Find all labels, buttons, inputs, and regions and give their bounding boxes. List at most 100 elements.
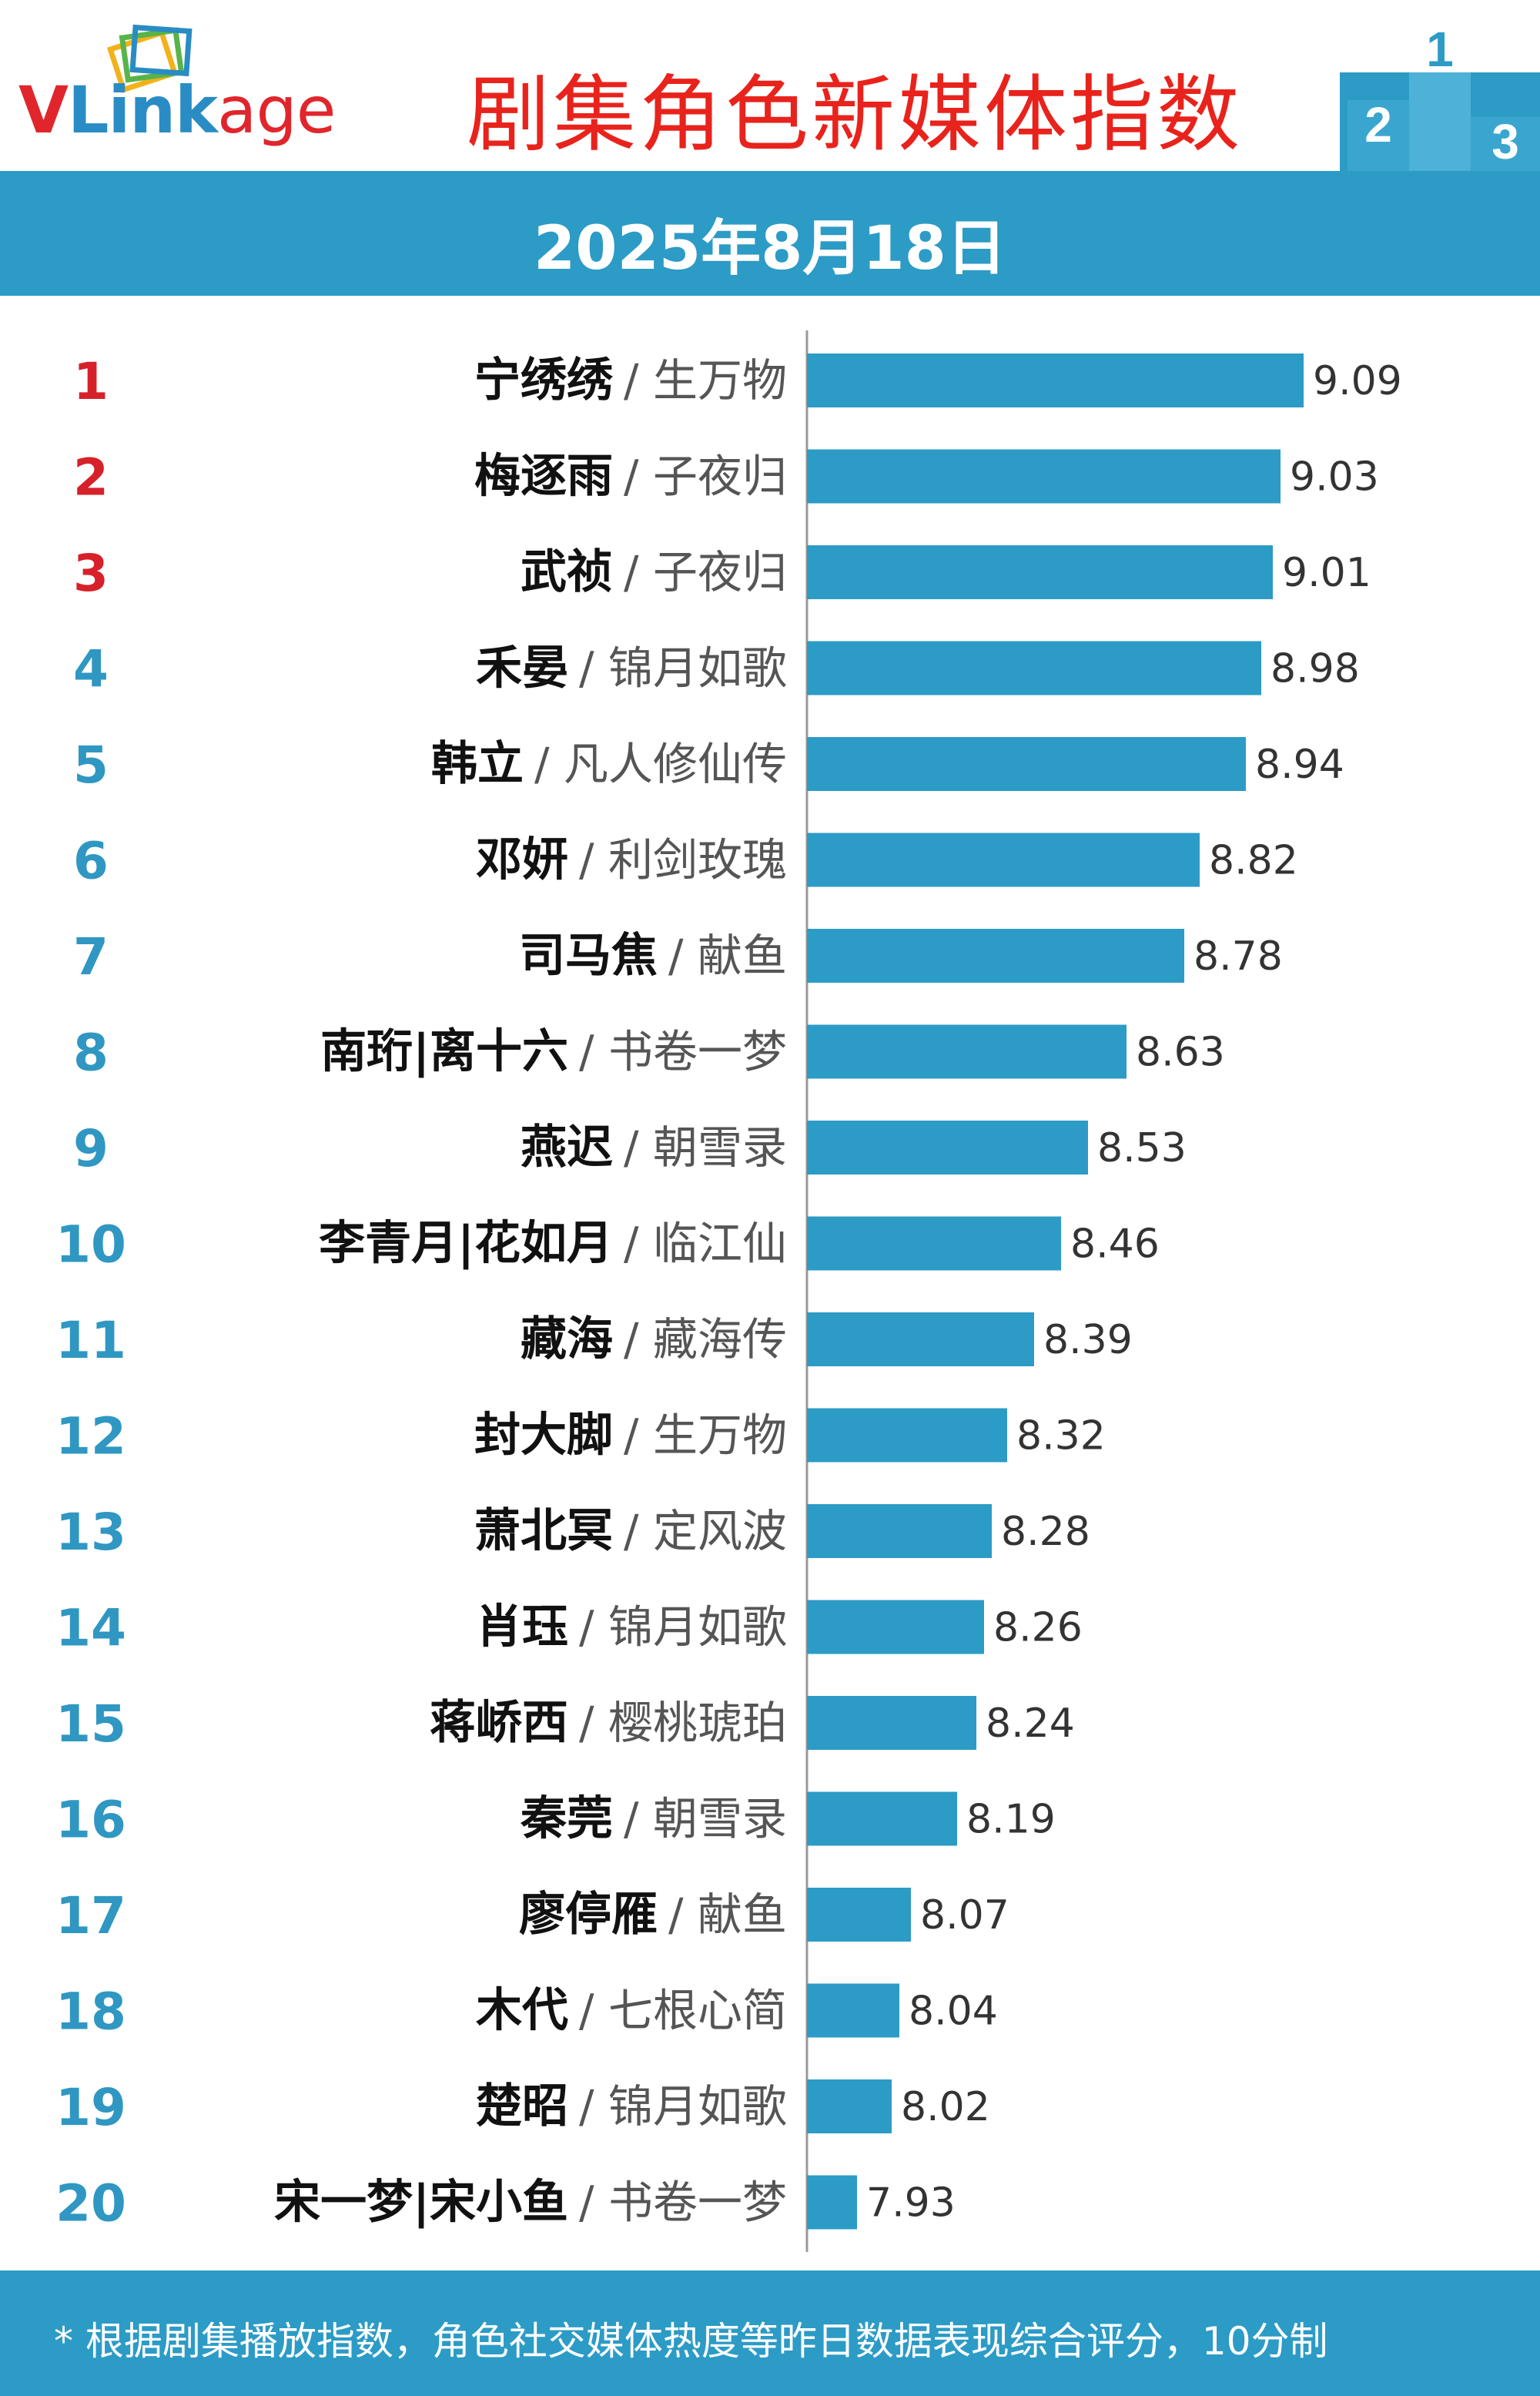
ranking-row: 3 武祯 / 子夜归 9.01 — [73, 544, 1371, 603]
show-title: / 藏海传 — [624, 1313, 787, 1366]
page-title: 剧集角色新媒体指数 — [466, 67, 1243, 163]
show-title: / 樱桃琥珀 — [579, 1697, 787, 1749]
value-label: 8.78 — [1194, 933, 1283, 980]
ranking-row: 9 燕迟 / 朝雪录 8.53 — [73, 1119, 1187, 1178]
value-label: 9.03 — [1290, 454, 1379, 501]
row-label: 肖珏 / 锦月如歌 — [476, 1600, 787, 1654]
ranking-row: 6 邓妍 / 利剑玫瑰 8.82 — [73, 832, 1298, 891]
bar — [807, 1696, 976, 1750]
bar — [807, 1408, 1007, 1463]
ranking-row: 17 廖停雁 / 献鱼 8.07 — [55, 1886, 1009, 1945]
ranking-row: 5 韩立 / 凡人修仙传 8.94 — [73, 736, 1344, 795]
character-name: 燕迟 — [521, 1121, 613, 1175]
show-title: / 凡人修仙传 — [534, 738, 787, 790]
bar — [807, 1024, 1127, 1079]
character-name: 秦莞 — [520, 1792, 613, 1846]
rank-number: 19 — [55, 2078, 126, 2137]
rank-number: 20 — [55, 2174, 126, 2233]
date-banner: 2025年8月18日 — [0, 171, 1540, 296]
character-name: 韩立 — [431, 737, 524, 791]
show-title: / 朝雪录 — [624, 1121, 787, 1174]
value-label: 9.09 — [1313, 358, 1402, 404]
rank-number: 11 — [55, 1311, 126, 1370]
rank-number: 5 — [73, 736, 109, 795]
rank-number: 8 — [73, 1024, 109, 1083]
show-title: / 利剑玫瑰 — [579, 834, 787, 886]
ranking-row: 10 李青月|花如月 / 临江仙 8.46 — [55, 1215, 1160, 1275]
character-name: 楚昭 — [476, 2079, 568, 2133]
character-name: 武祯 — [521, 545, 613, 599]
character-name: 李青月|花如月 — [319, 1217, 613, 1271]
character-name: 梅逐雨 — [474, 450, 613, 504]
show-title: / 生万物 — [624, 354, 787, 407]
rank-number: 15 — [55, 1694, 126, 1754]
footnote: * 根据剧集播放指数，角色社交媒体热度等昨日数据表现综合评分，10分制 — [54, 2319, 1328, 2364]
rank-number: 1 — [73, 352, 109, 411]
value-label: 8.82 — [1209, 838, 1298, 884]
date-label: 2025年8月18日 — [534, 214, 1006, 283]
character-name: 封大脚 — [474, 1409, 613, 1463]
ranking-row: 13 萧北冥 / 定风波 8.28 — [55, 1503, 1090, 1562]
ranking-row: 1 宁绣绣 / 生万物 9.09 — [73, 352, 1402, 411]
bar — [807, 737, 1246, 791]
value-label: 7.93 — [866, 2180, 956, 2227]
character-name: 廖停雁 — [519, 1888, 658, 1942]
value-label: 8.04 — [909, 1989, 998, 2035]
bar — [807, 833, 1200, 887]
rank-number: 16 — [55, 1791, 126, 1850]
bar — [807, 449, 1281, 504]
chart-rows: 1 宁绣绣 / 生万物 9.092 梅逐雨 / 子夜归 9.033 武祯 / 子夜归 9.014 禾… — [55, 352, 1402, 2233]
row-label: 萧北冥 / 定风波 — [474, 1504, 787, 1558]
ranking-row: 4 禾晏 / 锦月如歌 8.98 — [73, 640, 1360, 699]
rank-number: 10 — [55, 1215, 126, 1275]
ranking-row: 12 封大脚 / 生万物 8.32 — [55, 1407, 1106, 1466]
value-label: 8.53 — [1097, 1125, 1187, 1171]
ranking-row: 19 楚昭 / 锦月如歌 8.02 — [55, 2078, 990, 2137]
row-label: 邓妍 / 利剑玫瑰 — [476, 833, 787, 887]
character-name: 宋一梦|宋小鱼 — [274, 2176, 568, 2230]
row-label: 宋一梦|宋小鱼 / 书卷一梦 — [274, 2176, 787, 2230]
bar — [807, 1983, 899, 2038]
rank-number: 3 — [73, 544, 109, 603]
rank-number: 4 — [73, 640, 109, 699]
row-label: 武祯 / 子夜归 — [521, 545, 787, 599]
row-label: 韩立 / 凡人修仙传 — [431, 737, 787, 791]
rank-number: 2 — [73, 448, 109, 508]
ranking-row: 11 藏海 / 藏海传 8.39 — [55, 1311, 1133, 1370]
footer-banner: * 根据剧集播放指数，角色社交媒体热度等昨日数据表现综合评分，10分制 — [0, 2270, 1540, 2396]
bar — [807, 1121, 1088, 1175]
value-label: 8.39 — [1043, 1317, 1133, 1363]
value-label: 8.98 — [1270, 646, 1360, 692]
value-label: 8.28 — [1001, 1509, 1090, 1555]
character-name: 肖珏 — [476, 1600, 568, 1654]
show-title: / 临江仙 — [624, 1218, 787, 1270]
show-title: / 书卷一梦 — [579, 2177, 787, 2229]
value-label: 8.32 — [1016, 1413, 1106, 1459]
bar — [807, 1504, 992, 1558]
character-name: 木代 — [476, 1984, 568, 2038]
value-label: 8.19 — [966, 1797, 1056, 1843]
bar — [807, 929, 1184, 983]
ranking-row: 20 宋一梦|宋小鱼 / 书卷一梦 7.93 — [55, 2174, 956, 2233]
logo-wordmark: VLinkage — [18, 72, 336, 148]
row-label: 李青月|花如月 / 临江仙 — [319, 1217, 787, 1271]
row-label: 蒋峤西 / 樱桃琥珀 — [430, 1696, 787, 1750]
value-label: 8.26 — [993, 1605, 1083, 1651]
character-name: 司马焦 — [519, 929, 658, 983]
row-label: 藏海 / 藏海传 — [521, 1312, 787, 1366]
show-title: / 书卷一梦 — [579, 1026, 787, 1078]
rank-number: 13 — [55, 1503, 126, 1562]
row-label: 木代 / 七根心简 — [476, 1984, 787, 2038]
rank-number: 17 — [55, 1886, 126, 1945]
show-title: / 子夜归 — [624, 451, 787, 503]
ranking-row: 16 秦莞 / 朝雪录 8.19 — [55, 1791, 1056, 1850]
header: VLinkage 剧集角色新媒体指数 2 1 3 — [0, 0, 1540, 171]
value-label: 8.07 — [920, 1892, 1009, 1939]
vlinkage-logo: VLinkage — [15, 17, 339, 156]
bar — [807, 2079, 892, 2133]
value-label: 8.24 — [986, 1701, 1075, 1747]
character-name: 藏海 — [521, 1312, 613, 1366]
rank-number: 6 — [73, 832, 109, 891]
bar — [807, 1888, 911, 1942]
show-title: / 锦月如歌 — [579, 642, 787, 695]
